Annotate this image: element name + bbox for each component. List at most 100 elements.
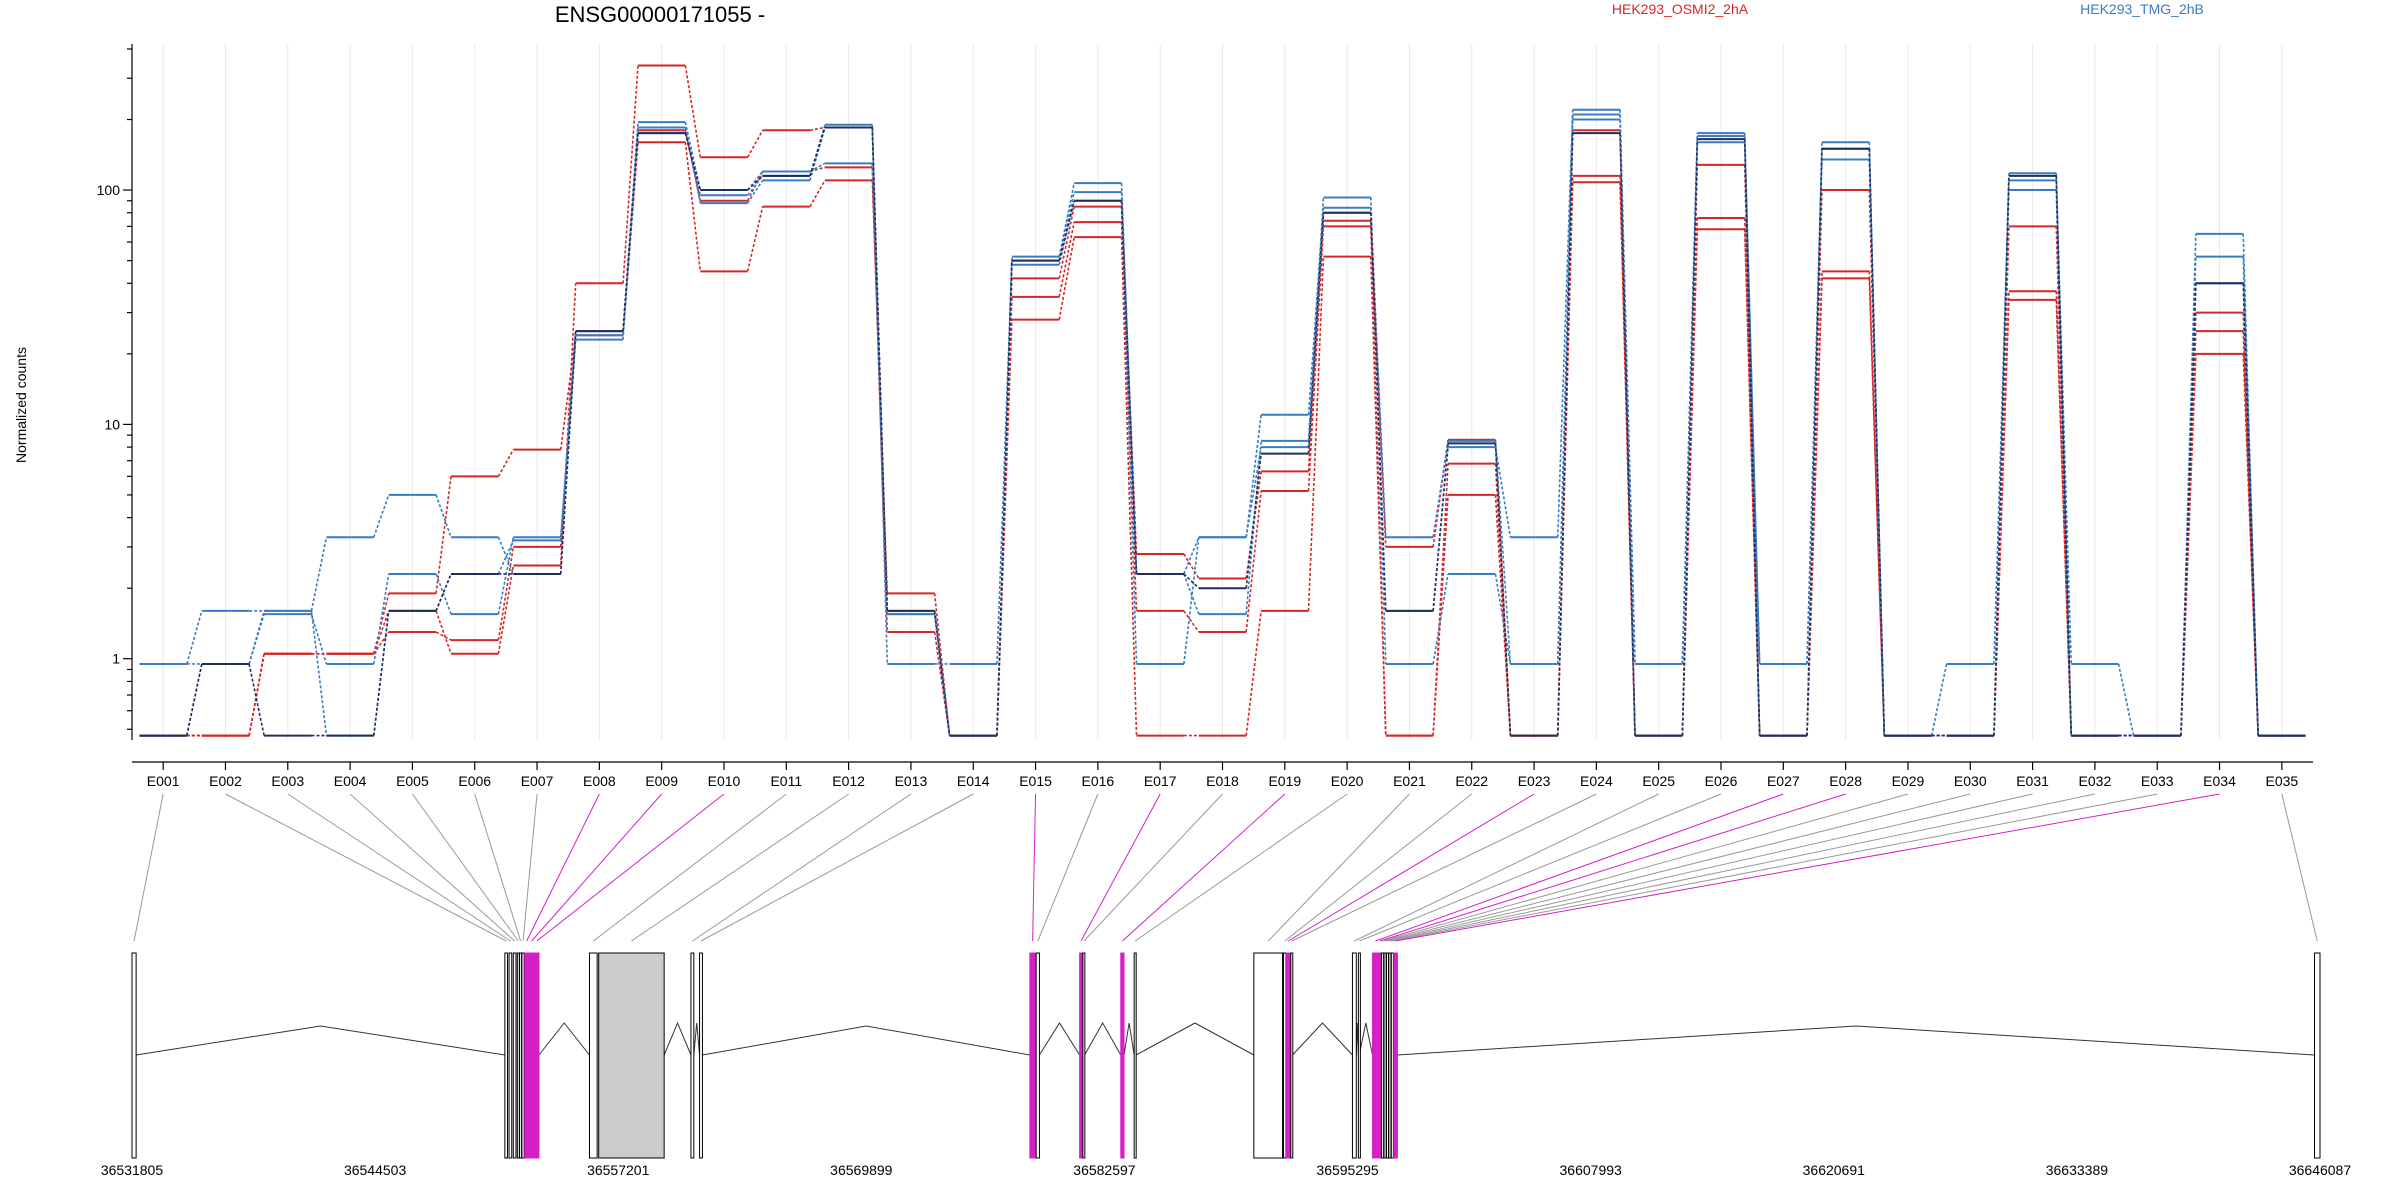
- x-tick-label-E014: E014: [957, 773, 990, 789]
- series-6-link-E018: [1245, 453, 1262, 589]
- series-1-link-E005: [435, 631, 452, 641]
- exon-E014: [699, 952, 703, 1159]
- y-tick-label: 1: [112, 651, 120, 667]
- series-0-link-E011: [809, 126, 826, 132]
- connector-E012: [631, 793, 849, 942]
- connector-E019: [1122, 793, 1286, 942]
- series-1-link-E017: [1183, 610, 1200, 633]
- connector-E033: [1392, 793, 2158, 942]
- connector-E023: [1288, 793, 1535, 942]
- series-2-link-E009: [684, 142, 702, 272]
- series-0-link-E016: [1120, 237, 1138, 736]
- series-4-link-E029: [1930, 663, 1948, 736]
- exon-E001: [131, 952, 137, 1159]
- x-tick-label-E013: E013: [895, 773, 928, 789]
- series-1-link-E021: [1432, 463, 1449, 736]
- series-2-link-E014: [996, 278, 1013, 736]
- exon-E032: [1388, 952, 1392, 1159]
- x-tick-label-E017: E017: [1144, 773, 1177, 789]
- x-tick-label-E024: E024: [1580, 773, 1613, 789]
- intron-E019: [1123, 1022, 1135, 1056]
- exon-E022: [1283, 952, 1287, 1159]
- x-tick-label-E012: E012: [832, 773, 865, 789]
- x-tick-label-E018: E018: [1206, 773, 1239, 789]
- connector-E027: [1375, 793, 1784, 942]
- exon-E016: [1035, 952, 1040, 1159]
- x-tick-label-E028: E028: [1829, 773, 1862, 789]
- genomic-tick-label: 36607993: [1560, 1162, 1623, 1178]
- exon-E021: [1253, 952, 1284, 1159]
- series-6-link-E016: [1120, 200, 1138, 574]
- series-6-link-E025: [1681, 139, 1699, 736]
- series-6-link-E033: [2180, 283, 2197, 736]
- x-tick-label-E026: E026: [1705, 773, 1738, 789]
- series-5-link-E002: [248, 610, 265, 665]
- series-5-link-E015: [1058, 200, 1075, 265]
- series-4-link-E006: [497, 536, 515, 575]
- intron-E018: [1084, 1021, 1122, 1056]
- series-2-link-E015: [1058, 206, 1075, 279]
- genomic-tick-labels: 36531805 36544503 36557201 36569899 36582597…: [101, 1162, 2352, 1178]
- connector-E020: [1134, 793, 1348, 942]
- connector-E007: [522, 793, 538, 942]
- series-2-link-E010: [746, 206, 764, 272]
- connector-E015: [1032, 793, 1037, 942]
- exon-E015: [1029, 952, 1036, 1159]
- series-4-link-E017: [1183, 536, 1200, 575]
- connector-E034: [1395, 793, 2220, 942]
- x-tick-label-E020: E020: [1331, 773, 1364, 789]
- exon-E020: [1133, 952, 1137, 1159]
- series-4-link-E021: [1432, 440, 1449, 538]
- series-3-link-E004: [372, 573, 390, 665]
- y-tick-label: 10: [104, 416, 120, 432]
- series-0-link-E019: [1307, 256, 1325, 611]
- series-2-link-E007: [559, 335, 577, 450]
- series-6-link-E012: [871, 127, 889, 611]
- connector-E028: [1379, 793, 1846, 942]
- series-6-link-E022: [1494, 443, 1512, 736]
- connector-E014: [700, 793, 974, 942]
- connector-E026: [1359, 793, 1722, 942]
- series-6-link-E013: [933, 610, 951, 736]
- series-6-link-E014: [996, 260, 1013, 736]
- series-3-link-E026: [1743, 136, 1761, 664]
- series-6-link-E026: [1743, 139, 1761, 736]
- series-3-link-E005: [435, 573, 452, 615]
- exon-E031: [1386, 952, 1390, 1159]
- series-5-link-E023: [1556, 109, 1574, 538]
- series-0-link-E008: [622, 65, 639, 284]
- exon-E003: [508, 952, 513, 1159]
- series-lines: [139, 64, 2306, 737]
- connector-E017: [1080, 793, 1161, 942]
- series-6-link-E002: [248, 663, 265, 736]
- exon-E028: [1378, 952, 1382, 1159]
- intron-E020: [1135, 1022, 1255, 1056]
- series-6-link-E011: [809, 127, 826, 177]
- genomic-tick-label: 36646087: [2289, 1162, 2352, 1178]
- connector-E002: [225, 793, 507, 942]
- x-tick-label-E001: E001: [147, 773, 180, 789]
- series-5-link-E006: [497, 540, 515, 575]
- series-6-link-E001: [186, 663, 203, 736]
- exon-E035: [2314, 952, 2321, 1159]
- series-1-link-E006: [497, 546, 515, 641]
- exon-E029: [1381, 952, 1385, 1159]
- series-6-link-E024: [1619, 133, 1636, 736]
- series-4-link-E027: [1806, 148, 1823, 664]
- x-tick-label-E035: E035: [2265, 773, 2298, 789]
- series-6-link-E010: [747, 175, 764, 191]
- x-tick-label-E027: E027: [1767, 773, 1800, 789]
- exon-E006: [519, 952, 523, 1159]
- connector-E016: [1037, 793, 1099, 942]
- exon-E030: [1383, 952, 1387, 1159]
- series-3-link-E021: [1432, 573, 1449, 665]
- genomic-tick-label: 36569899: [830, 1162, 893, 1178]
- series-3-link-E020: [1370, 197, 1387, 664]
- series-5-link-E026: [1743, 142, 1761, 736]
- exon-E002: [504, 952, 509, 1159]
- series-4-link-E003: [310, 537, 328, 612]
- x-tick-label-E016: E016: [1082, 773, 1115, 789]
- genomic-tick-label: 36595295: [1316, 1162, 1379, 1178]
- x-tick-label-E005: E005: [396, 773, 429, 789]
